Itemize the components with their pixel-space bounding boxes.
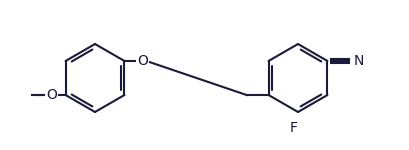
Text: O: O: [46, 88, 57, 102]
Text: O: O: [137, 54, 148, 68]
Text: F: F: [289, 121, 297, 135]
Text: N: N: [353, 54, 363, 68]
